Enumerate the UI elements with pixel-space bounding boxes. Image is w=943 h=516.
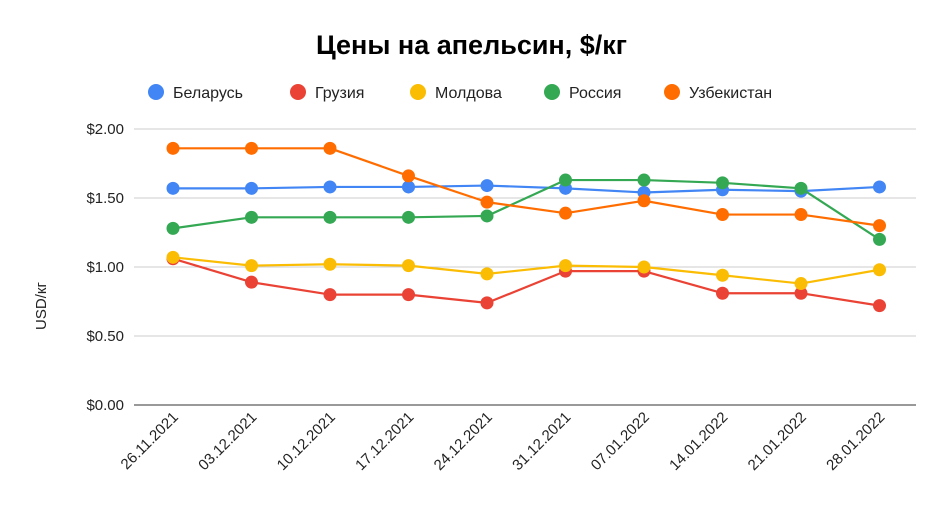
- legend-label: Беларусь: [173, 85, 243, 102]
- data-point[interactable]: [637, 173, 651, 187]
- legend-label: Молдова: [435, 85, 502, 102]
- legend-item[interactable]: Беларусь: [148, 84, 243, 102]
- y-tick-label: $2.00: [86, 121, 124, 138]
- y-axis-label: USD/кг: [33, 282, 50, 330]
- legend-item[interactable]: Грузия: [290, 84, 364, 102]
- data-point[interactable]: [323, 141, 337, 155]
- x-tick-label: 21.01.2022: [745, 409, 810, 474]
- data-point[interactable]: [480, 267, 494, 281]
- x-tick-label: 31.12.2021: [509, 409, 574, 474]
- data-point[interactable]: [323, 210, 337, 224]
- legend: Беларусь Грузия Молдова Россия Узбекистан: [148, 84, 772, 102]
- series: [166, 173, 886, 246]
- series-line: [172, 257, 880, 307]
- data-point[interactable]: [794, 181, 808, 195]
- x-tick-label: 03.12.2021: [195, 409, 260, 474]
- x-tick-label: 07.01.2022: [588, 409, 653, 474]
- data-point[interactable]: [245, 141, 258, 155]
- data-point[interactable]: [559, 259, 572, 273]
- data-point[interactable]: [873, 180, 886, 194]
- data-point[interactable]: [323, 257, 337, 271]
- data-point[interactable]: [245, 275, 258, 289]
- data-point[interactable]: [637, 194, 651, 208]
- y-tick-label: $0.00: [86, 397, 124, 414]
- data-point[interactable]: [716, 176, 729, 190]
- series: [166, 179, 886, 199]
- data-point[interactable]: [480, 179, 494, 193]
- data-point[interactable]: [245, 259, 258, 273]
- legend-marker: [664, 84, 680, 100]
- series: [166, 250, 886, 291]
- series-group: [166, 141, 886, 313]
- data-point[interactable]: [480, 296, 494, 310]
- data-point[interactable]: [166, 221, 180, 235]
- data-point[interactable]: [794, 277, 808, 291]
- data-point[interactable]: [166, 141, 180, 155]
- gridlines: [134, 128, 916, 406]
- data-point[interactable]: [873, 299, 886, 313]
- x-tick-label: 10.12.2021: [274, 409, 339, 474]
- legend-label: Грузия: [315, 85, 364, 102]
- data-point[interactable]: [402, 259, 415, 273]
- data-point[interactable]: [794, 286, 808, 300]
- data-point[interactable]: [402, 180, 415, 194]
- legend-label: Россия: [569, 85, 621, 102]
- series-line: [172, 178, 881, 241]
- data-point[interactable]: [245, 210, 258, 224]
- data-point[interactable]: [716, 268, 729, 282]
- data-point[interactable]: [873, 219, 886, 233]
- y-tick-label: $1.50: [86, 190, 124, 207]
- legend-item[interactable]: Молдова: [410, 84, 502, 102]
- data-point[interactable]: [716, 286, 729, 300]
- legend-item[interactable]: Узбекистан: [664, 84, 772, 102]
- data-point[interactable]: [166, 181, 180, 195]
- data-point[interactable]: [323, 180, 337, 194]
- legend-marker: [410, 84, 426, 100]
- y-tick-label: $1.00: [86, 259, 124, 276]
- series-line: [173, 147, 880, 227]
- x-tick-label: 14.01.2022: [666, 409, 731, 474]
- x-tick-label: 28.01.2022: [823, 409, 888, 474]
- chart-title: Цены на апельсин, $/кг: [316, 30, 627, 60]
- legend-marker: [290, 84, 306, 100]
- legend-marker: [544, 84, 560, 100]
- y-tick-label: $0.50: [86, 328, 124, 345]
- data-point[interactable]: [559, 206, 572, 220]
- legend-marker: [148, 84, 164, 100]
- data-point[interactable]: [480, 209, 494, 223]
- data-point[interactable]: [794, 208, 808, 222]
- data-point[interactable]: [166, 250, 180, 264]
- series: [166, 141, 886, 233]
- series-line: [172, 256, 880, 285]
- x-tick-label: 24.12.2021: [431, 409, 496, 474]
- data-point[interactable]: [480, 195, 494, 209]
- data-point[interactable]: [402, 210, 415, 224]
- data-point[interactable]: [323, 288, 337, 302]
- legend-label: Узбекистан: [689, 85, 772, 102]
- series-line: [173, 184, 880, 194]
- legend-item[interactable]: Россия: [544, 84, 621, 102]
- data-point[interactable]: [637, 260, 651, 274]
- data-point[interactable]: [559, 173, 572, 187]
- x-tick-label: 17.12.2021: [352, 409, 417, 474]
- data-point[interactable]: [245, 181, 258, 195]
- x-axis-ticks: 26.11.2021 03.12.2021 10.12.2021 17.12.2021…: [118, 409, 889, 474]
- data-point[interactable]: [402, 288, 415, 302]
- data-point[interactable]: [873, 263, 886, 277]
- data-point[interactable]: [716, 208, 729, 222]
- y-axis-ticks: $0.00 $0.50 $1.00 $1.50 $2.00: [86, 121, 124, 414]
- data-point[interactable]: [873, 232, 886, 246]
- x-tick-label: 26.11.2021: [118, 409, 182, 473]
- data-point[interactable]: [402, 169, 415, 183]
